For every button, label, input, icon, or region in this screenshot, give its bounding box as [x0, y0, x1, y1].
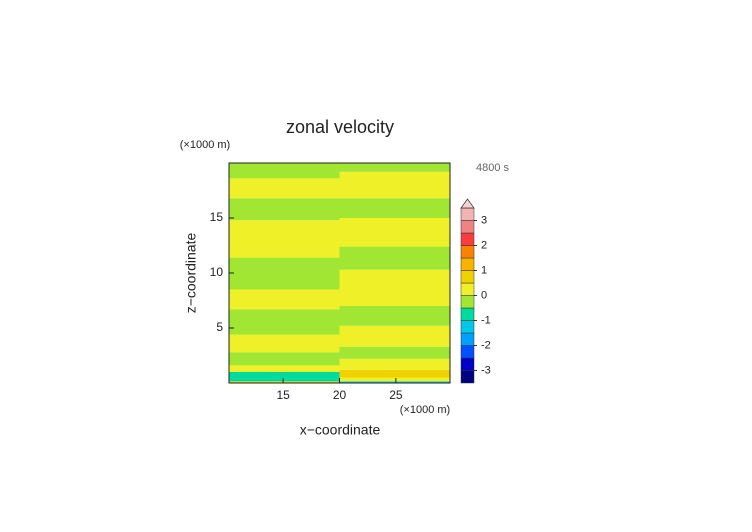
contour-band [229, 372, 340, 379]
x-tick-label: 15 [276, 388, 290, 402]
y-tick-label: 15 [210, 210, 224, 224]
colorbar-swatch [460, 257, 475, 271]
contour-band [339, 198, 450, 218]
contour-band [229, 378, 340, 382]
contour-band [339, 369, 450, 378]
contour-band [229, 220, 340, 258]
chart-title: zonal velocity [286, 117, 394, 137]
contour-field [229, 163, 450, 383]
time-label: 4800 s [476, 162, 510, 174]
colorbar-tick-label: 2 [481, 239, 487, 251]
contour-band [339, 325, 450, 347]
contour-band [229, 334, 340, 353]
contour-band [229, 257, 340, 290]
colorbar-swatch [460, 295, 475, 309]
contour-band [229, 289, 340, 310]
contour-band [229, 309, 340, 335]
colorbar-tick-label: -1 [481, 314, 491, 326]
colorbar-swatch [460, 357, 475, 371]
contour-band [339, 171, 450, 199]
y-unit: (×1000 m) [180, 139, 230, 151]
contour-band [229, 381, 340, 383]
contour-band [229, 178, 340, 199]
contour-band [339, 246, 450, 270]
contour-band [339, 306, 450, 326]
colorbar-tick-label: 3 [481, 214, 487, 226]
colorbar-tick-label: -2 [481, 339, 491, 351]
contour-band [339, 381, 450, 383]
contour-band [229, 163, 340, 179]
x-unit: (×1000 m) [400, 404, 450, 416]
x-axis-label: x−coordinate [300, 422, 381, 438]
colorbar-swatch [460, 245, 475, 259]
colorbar-swatch [460, 320, 475, 334]
colorbar-swatch [460, 307, 475, 321]
colorbar-swatch [460, 220, 475, 234]
contour-band [229, 352, 340, 366]
contour-band [339, 377, 450, 382]
y-tick-label: 5 [216, 320, 223, 334]
colorbar-swatch [460, 270, 475, 284]
colorbar-swatch [460, 345, 475, 359]
contour-band [339, 218, 450, 247]
colorbar-tick-label: -3 [481, 364, 491, 376]
colorbar-swatch [460, 370, 475, 384]
colorbar-swatch [460, 207, 475, 221]
colorbar-swatch [460, 282, 475, 296]
colorbar-swatch [460, 232, 475, 246]
contour-band [339, 163, 450, 172]
contour-band [339, 358, 450, 370]
colorbar-swatch [460, 332, 475, 346]
y-tick-label: 10 [210, 265, 224, 279]
contour-band [339, 346, 450, 359]
contour-band [229, 365, 340, 372]
colorbar-tick-label: 1 [481, 264, 487, 276]
x-tick-label: 25 [389, 388, 403, 402]
colorbar-over [460, 198, 475, 209]
contour-band [229, 198, 340, 221]
contour-band [339, 269, 450, 306]
x-tick-label: 20 [333, 388, 347, 402]
y-axis-label: z−coordinate [183, 233, 199, 314]
colorbar-tick-label: 0 [481, 289, 487, 301]
